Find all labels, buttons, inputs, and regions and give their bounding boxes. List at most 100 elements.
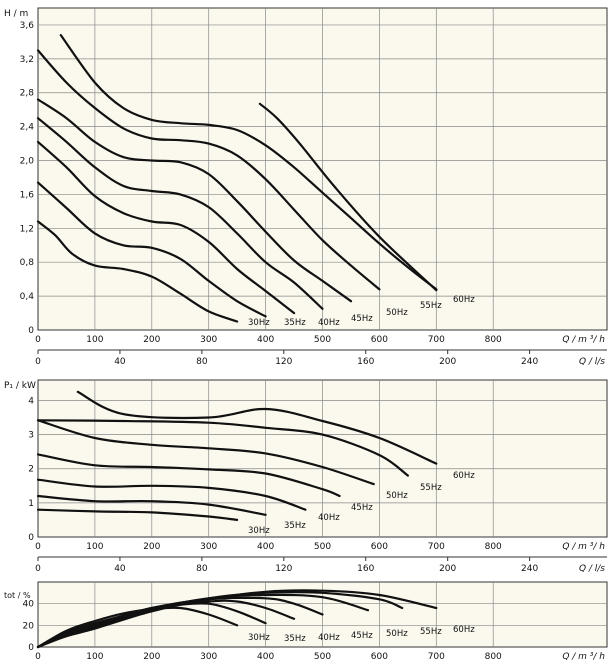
series-label: 60Hz — [453, 471, 475, 481]
series-label: 30Hz — [248, 318, 270, 328]
x-tick-label: 100 — [86, 542, 103, 552]
y-axis-title: H / m — [4, 9, 28, 19]
series-line-30hz — [36, 508, 239, 521]
x-tick-label: 0 — [35, 652, 41, 662]
series-label: 60Hz — [453, 295, 475, 305]
x-tick-label: 600 — [371, 542, 388, 552]
secondary-axis-title: Q / l/s — [579, 357, 605, 367]
y-tick-label: 3,2 — [20, 55, 34, 65]
series-line-50hz — [36, 98, 353, 303]
series-label: 35Hz — [284, 318, 306, 328]
series-label: 45Hz — [351, 503, 373, 513]
series-line-55hz — [36, 49, 381, 291]
y-tick-label: 1,2 — [20, 224, 34, 234]
secondary-tick-label: 200 — [439, 357, 456, 367]
secondary-tick-label: 160 — [357, 564, 374, 574]
series-label: 35Hz — [284, 634, 306, 644]
series-label: 30Hz — [248, 633, 270, 643]
series-label: 45Hz — [351, 631, 373, 641]
secondary-tick-label: 80 — [196, 357, 208, 367]
x-tick-label: 800 — [485, 335, 502, 345]
series-line-55hz — [36, 419, 409, 477]
y-tick-label: 2,0 — [20, 157, 35, 167]
y-axis-title: P₁ / kW — [4, 381, 36, 391]
x-tick-label: 0 — [35, 542, 41, 552]
series-line-45hz — [36, 453, 341, 498]
series-label: 40Hz — [318, 318, 340, 328]
x-tick-label: 600 — [371, 652, 388, 662]
secondary-axis-title: Q / l/s — [579, 564, 605, 574]
secondary-tick-label: 0 — [35, 357, 41, 367]
y-tick-label: 0 — [28, 643, 34, 653]
series-label: 50Hz — [386, 491, 408, 501]
x-tick-label: 400 — [257, 542, 274, 552]
x-tick-label: 500 — [314, 542, 331, 552]
series-line-extra — [258, 102, 438, 292]
y-tick-label: 20 — [23, 621, 35, 631]
x-tick-label: 700 — [428, 652, 445, 662]
secondary-tick-label: 120 — [275, 564, 292, 574]
x-tick-label: 200 — [143, 542, 160, 552]
series-label: 45Hz — [351, 314, 373, 324]
series-label: 50Hz — [386, 308, 408, 318]
x-tick-label: 800 — [485, 652, 502, 662]
y-tick-label: 1,6 — [20, 190, 35, 200]
y-tick-label: 0,8 — [20, 258, 35, 268]
y-tick-label: 3 — [28, 431, 34, 441]
y-tick-label: 0,4 — [20, 292, 35, 302]
x-axis-title: Q / m ³/ h — [562, 542, 605, 552]
x-tick-label: 500 — [314, 652, 331, 662]
series-line-30hz — [36, 220, 239, 323]
series-line-60hz — [36, 589, 438, 649]
series-label: 55Hz — [420, 627, 442, 637]
series-label: 35Hz — [284, 521, 306, 531]
x-axis-title: Q / m ³/ h — [562, 335, 605, 345]
x-tick-label: 300 — [200, 542, 217, 552]
secondary-tick-label: 240 — [521, 564, 538, 574]
series-line-60hz — [59, 34, 438, 291]
series-label: 55Hz — [420, 301, 442, 311]
x-tick-label: 300 — [200, 335, 217, 345]
x-tick-label: 400 — [257, 652, 274, 662]
y-tick-label: 2,8 — [20, 89, 35, 99]
series-line-40hz — [36, 140, 296, 315]
x-tick-label: 600 — [371, 335, 388, 345]
x-tick-label: 300 — [200, 652, 217, 662]
secondary-tick-label: 120 — [275, 357, 292, 367]
x-tick-label: 0 — [35, 335, 41, 345]
power-chart: 0 100 200 300 400 500 600 700 800 0 1 2 3 4 P₁ / kW Q /… — [4, 379, 608, 552]
x-tick-label: 400 — [257, 335, 274, 345]
y-tick-label: 4 — [28, 396, 34, 406]
x-axis-title: Q / m ³/ h — [562, 652, 605, 662]
y-axis-title: tot / % — [4, 591, 31, 600]
series-label: 30Hz — [248, 526, 270, 536]
x-tick-label: 200 — [143, 335, 160, 345]
series-label: 50Hz — [386, 629, 408, 639]
secondary-tick-label: 0 — [35, 564, 41, 574]
x-tick-label: 800 — [485, 542, 502, 552]
y-tick-label: 3,6 — [20, 21, 35, 31]
secondary-flow-axis-mid: 0 40 80 120 160 200 240 Q / l/s — [35, 556, 607, 574]
series-line-35hz — [36, 494, 267, 516]
secondary-tick-label: 40 — [114, 357, 126, 367]
y-tick-label: 2,4 — [20, 123, 35, 133]
series-line-35hz — [36, 181, 267, 318]
secondary-tick-label: 240 — [521, 357, 538, 367]
y-tick-label: 0 — [28, 326, 34, 336]
series-line-45hz — [36, 117, 324, 310]
series-line-60hz — [76, 390, 438, 465]
x-tick-label: 500 — [314, 335, 331, 345]
series-line-40hz — [36, 478, 307, 511]
series-label: 55Hz — [420, 483, 442, 493]
x-tick-label: 200 — [143, 652, 160, 662]
series-label: 40Hz — [318, 633, 340, 643]
secondary-tick-label: 40 — [114, 564, 126, 574]
x-tick-label: 100 — [86, 335, 103, 345]
x-tick-label: 700 — [428, 542, 445, 552]
series-label: 60Hz — [453, 625, 475, 635]
series-line-50hz — [36, 419, 375, 486]
secondary-flow-axis-top: 0 40 80 120 160 200 240 Q / l/s — [35, 349, 607, 367]
x-tick-label: 700 — [428, 335, 445, 345]
